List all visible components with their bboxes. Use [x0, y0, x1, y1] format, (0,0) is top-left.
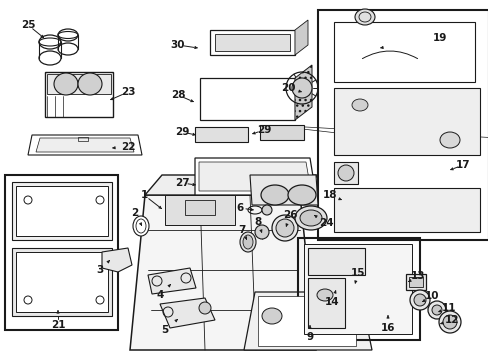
- Ellipse shape: [354, 9, 374, 25]
- Polygon shape: [249, 175, 317, 205]
- Ellipse shape: [133, 216, 149, 236]
- Polygon shape: [28, 135, 142, 155]
- Polygon shape: [307, 248, 364, 275]
- Text: 30: 30: [170, 40, 185, 50]
- Polygon shape: [195, 127, 247, 142]
- Ellipse shape: [413, 294, 425, 306]
- Polygon shape: [195, 158, 315, 195]
- Text: 15: 15: [350, 268, 365, 278]
- Ellipse shape: [329, 308, 349, 324]
- Ellipse shape: [299, 210, 321, 226]
- Text: 24: 24: [318, 218, 333, 228]
- Text: 19: 19: [432, 33, 446, 43]
- Polygon shape: [307, 278, 345, 328]
- Ellipse shape: [442, 315, 456, 329]
- Ellipse shape: [431, 305, 441, 315]
- Ellipse shape: [240, 232, 256, 252]
- Polygon shape: [333, 88, 479, 155]
- Polygon shape: [215, 34, 289, 51]
- Text: 22: 22: [121, 142, 135, 152]
- Ellipse shape: [337, 165, 353, 181]
- Bar: [5, 175, 118, 330]
- Text: 10: 10: [424, 291, 438, 301]
- Bar: [12, 182, 112, 240]
- Text: 21: 21: [51, 320, 65, 330]
- Ellipse shape: [287, 185, 315, 205]
- Text: 23: 23: [121, 87, 135, 97]
- Ellipse shape: [271, 215, 297, 241]
- Polygon shape: [260, 125, 304, 140]
- Bar: [45, 72, 113, 117]
- Polygon shape: [294, 20, 307, 55]
- Ellipse shape: [262, 308, 282, 324]
- Ellipse shape: [54, 73, 78, 95]
- Bar: [408, 277, 422, 287]
- Ellipse shape: [438, 311, 460, 333]
- Bar: [184, 200, 215, 215]
- Bar: [258, 296, 355, 346]
- Ellipse shape: [199, 302, 210, 314]
- Ellipse shape: [254, 225, 268, 239]
- Text: 4: 4: [156, 290, 163, 300]
- Text: 12: 12: [444, 315, 458, 325]
- Bar: [12, 248, 112, 316]
- Ellipse shape: [294, 206, 326, 230]
- Bar: [164, 195, 235, 225]
- Text: 3: 3: [96, 265, 103, 275]
- Ellipse shape: [351, 99, 367, 111]
- Ellipse shape: [78, 73, 102, 95]
- Text: 1: 1: [140, 190, 147, 200]
- Polygon shape: [160, 298, 215, 328]
- Text: 26: 26: [282, 210, 297, 220]
- Text: 17: 17: [455, 160, 469, 170]
- Ellipse shape: [243, 235, 252, 249]
- Polygon shape: [145, 175, 317, 195]
- Bar: [78, 137, 88, 141]
- Text: 20: 20: [280, 83, 295, 93]
- Ellipse shape: [291, 78, 311, 98]
- Polygon shape: [199, 162, 310, 191]
- Ellipse shape: [261, 185, 288, 205]
- Text: 7: 7: [238, 225, 245, 235]
- Text: 29: 29: [256, 125, 271, 135]
- Polygon shape: [333, 188, 479, 232]
- Text: 27: 27: [174, 178, 189, 188]
- Bar: [16, 186, 108, 236]
- Text: 16: 16: [380, 323, 394, 333]
- Text: 14: 14: [324, 297, 339, 307]
- Bar: [317, 10, 488, 240]
- Text: 6: 6: [236, 203, 243, 213]
- Text: 29: 29: [174, 127, 189, 137]
- Text: 18: 18: [322, 190, 337, 200]
- Polygon shape: [209, 30, 294, 55]
- Bar: [47, 74, 111, 94]
- Bar: [16, 252, 108, 312]
- Bar: [297, 238, 419, 340]
- Text: 11: 11: [441, 303, 455, 313]
- Text: 13: 13: [410, 271, 425, 281]
- Polygon shape: [102, 248, 132, 272]
- Bar: [304, 244, 411, 334]
- Text: 25: 25: [20, 20, 35, 30]
- Ellipse shape: [262, 205, 271, 215]
- Polygon shape: [333, 22, 474, 82]
- Bar: [333, 162, 357, 184]
- Text: 28: 28: [170, 90, 185, 100]
- Polygon shape: [130, 195, 315, 350]
- Polygon shape: [294, 65, 311, 120]
- Ellipse shape: [427, 301, 445, 319]
- Polygon shape: [36, 138, 134, 152]
- Text: 8: 8: [254, 217, 261, 227]
- Text: 2: 2: [131, 208, 138, 218]
- Ellipse shape: [275, 219, 293, 237]
- Bar: [405, 274, 425, 290]
- Polygon shape: [148, 268, 196, 294]
- Ellipse shape: [439, 132, 459, 148]
- Ellipse shape: [316, 289, 332, 301]
- Text: 5: 5: [161, 325, 168, 335]
- Polygon shape: [200, 78, 294, 120]
- Text: 9: 9: [306, 332, 313, 342]
- Polygon shape: [244, 292, 371, 350]
- Ellipse shape: [409, 290, 429, 310]
